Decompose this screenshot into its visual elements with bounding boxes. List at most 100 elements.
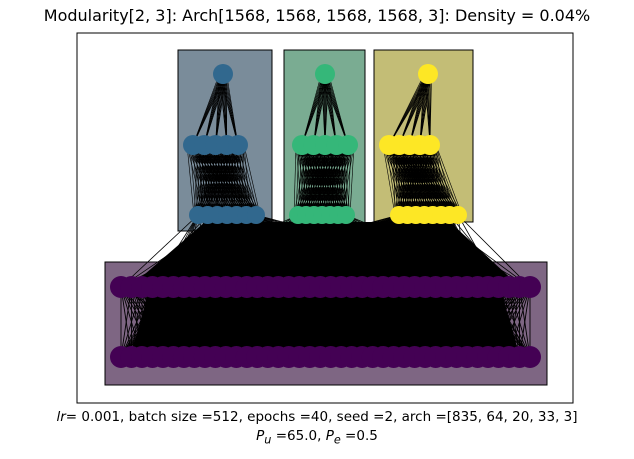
edge [301,144,331,216]
pu-subscript: u [264,433,272,447]
node-green-layer1 [315,64,335,84]
edge [423,144,438,216]
edge [195,144,236,216]
edge [193,144,222,216]
edge [120,286,132,358]
edge [220,144,243,216]
edge [222,144,233,216]
edge [335,144,346,216]
dense-edge-block [130,287,520,357]
edge [293,144,297,216]
edge [435,144,454,216]
edge [349,144,355,216]
connection-edges [120,73,531,358]
edge [237,144,257,216]
neuron-nodes [110,64,541,368]
edge [429,144,450,216]
dense-edge-block-upper [130,222,520,287]
edge [382,144,396,216]
edge [411,144,425,216]
edge [243,144,261,216]
edge [193,144,199,216]
edge [240,144,259,216]
edge [423,144,430,216]
node-blue-layer1 [213,64,233,84]
pe-value: =0.5 [340,428,378,444]
edge [432,144,461,216]
edge [419,144,425,216]
node-green-layer2 [338,135,358,155]
edge [429,144,459,216]
edge [394,144,404,216]
node-blue-layer2 [228,135,248,155]
pe-symbol: P [325,428,334,444]
node-blue-layer3 [247,206,265,224]
edge [120,214,199,288]
pu-value: =65.0, [271,428,326,444]
edge [186,144,195,216]
caption-params: 0.001, batch size =512, epochs =40, seed… [81,409,578,425]
edge [193,144,233,216]
edge [234,144,245,216]
edge [403,144,413,216]
node-yellow-layer1 [418,64,438,84]
edge [293,144,320,216]
edge [301,144,308,216]
caption-line-1: lr= 0.001, batch size =512, epochs =40, … [56,409,578,425]
edge [220,144,224,216]
edge [224,144,236,216]
edge [231,144,253,216]
edge [392,144,396,216]
edge [295,144,303,216]
figure-caption: lr= 0.001, batch size =512, epochs =40, … [0,408,634,450]
pe-subscript: e [333,433,341,447]
edge [426,144,457,216]
node-yellow-layer3 [449,206,467,224]
edge [205,144,236,216]
edge [293,144,343,216]
edge [203,144,233,216]
edge [293,144,308,216]
edge [435,144,463,216]
edge [423,144,446,216]
edge [293,144,331,216]
node-green-layer3 [337,206,355,224]
edge [220,144,233,216]
edge [394,144,415,216]
edge [333,144,343,216]
pu-symbol: P [256,428,265,444]
edge [347,144,352,216]
edge [394,144,425,216]
node-input-row1 [519,276,541,298]
edge [457,214,531,288]
edge [403,144,415,216]
edge [215,144,236,216]
figure-title: Modularity[2, 3]: Arch[1568, 1568, 1568,… [43,6,591,25]
edge [226,73,239,146]
edge [301,144,320,216]
edge [317,144,343,216]
edge [426,144,448,216]
edge [432,144,452,216]
lr-symbol: lr [56,409,66,425]
edge [403,144,425,216]
edge [301,144,343,216]
edge [337,144,349,216]
node-input-row2 [519,346,541,368]
edge [309,144,343,216]
edge [325,144,343,216]
edge [234,144,255,216]
edge [429,73,432,146]
edge [328,73,349,146]
node-yellow-layer2 [420,135,440,155]
edge [231,144,233,216]
edge [423,144,455,216]
edge [411,144,415,216]
edge [193,144,210,216]
caption-line-2: Pu =65.0, Pe =0.5 [0,427,634,450]
edge [231,144,243,216]
edge [120,286,143,358]
edge [343,144,346,216]
edge [345,144,349,216]
